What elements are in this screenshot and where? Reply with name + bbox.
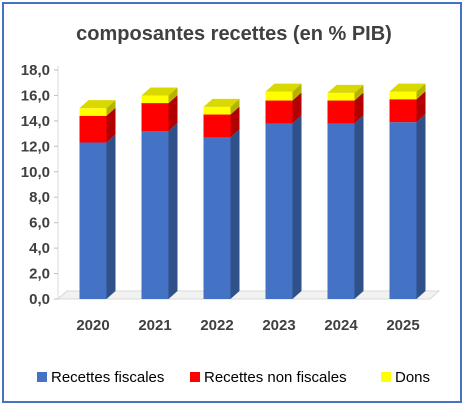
bar-2020-recettes-fiscales-side [106, 134, 116, 299]
bar-2020-dons [79, 108, 107, 116]
legend-item-recettes-non-fiscales: Recettes non fiscales [190, 369, 347, 386]
y-tick-label: 18,0 [21, 62, 50, 79]
bar-2023-dons-top [265, 83, 302, 92]
bar-2025-recettes-non-fiscales [389, 99, 417, 123]
bar-2024-recettes-fiscales-side [354, 115, 364, 299]
y-tick-label: 12,0 [21, 138, 50, 155]
bar-2022-dons [203, 106, 231, 115]
bar-2023-recettes-fiscales-side [292, 115, 302, 299]
legend-item-recettes-fiscales: Recettes fiscales [37, 369, 164, 386]
bar-2022-recettes-fiscales-side [230, 129, 240, 299]
x-tick-label-2024: 2024 [324, 317, 358, 334]
bar-stack-2022 [203, 98, 240, 299]
floor-edge [57, 290, 68, 300]
bar-stack-2020 [79, 100, 116, 299]
bar-2021-recettes-fiscales [141, 131, 169, 299]
bar-2023-recettes-non-fiscales [265, 100, 293, 124]
y-tick-label: 4,0 [29, 240, 50, 257]
bar-2021-dons [141, 95, 169, 104]
bar-2021-dons-top [141, 87, 178, 96]
chart-floor [56, 290, 441, 300]
bar-2021-recettes-non-fiscales [141, 103, 169, 132]
y-tick-label: 0,0 [29, 291, 50, 308]
bar-stack-2024 [327, 84, 364, 299]
legend: Recettes fiscales Recettes non fiscales Do… [37, 369, 430, 386]
x-tick-label-2020: 2020 [76, 317, 109, 334]
bar-stack-2025 [389, 83, 426, 300]
bar-2024-recettes-non-fiscales-side [354, 92, 364, 124]
bar-2020-dons-side [106, 100, 116, 116]
bar-2021-recettes-non-fiscales-side [168, 95, 178, 132]
legend-label: Recettes fiscales [51, 369, 164, 386]
x-tick-label-2023: 2023 [262, 317, 295, 334]
bar-2020-recettes-non-fiscales [79, 115, 107, 143]
bar-2023-dons [265, 91, 293, 101]
legend-swatch [37, 372, 47, 382]
bar-2020-recettes-non-fiscales-side [106, 107, 116, 143]
y-tick-label: 2,0 [29, 266, 50, 283]
bar-stack-2021 [141, 87, 178, 299]
bar-2020-recettes-fiscales [79, 142, 107, 299]
bar-2024-dons-side [354, 84, 364, 101]
bar-2025-recettes-fiscales [389, 122, 417, 300]
bar-2022-dons-side [230, 98, 240, 115]
bar-2022-recettes-non-fiscales-side [230, 106, 240, 138]
bar-2023-recettes-non-fiscales-side [292, 92, 302, 124]
bar-2025-recettes-non-fiscales-side [416, 91, 426, 123]
bar-2025-dons [389, 91, 417, 100]
bar-2024-recettes-non-fiscales [327, 100, 355, 124]
bar-2025-recettes-fiscales-side [416, 114, 426, 300]
y-axis-ticks: 0,0 2,0 4,0 6,0 8,0 10,0 12,0 14,0 16,0 18,0 [21, 62, 58, 308]
bar-2022-recettes-fiscales [203, 137, 231, 299]
y-tick-label: 6,0 [29, 215, 50, 232]
bar-stack-2023 [265, 83, 302, 299]
x-tick-label-2021: 2021 [138, 317, 171, 334]
bar-2023-recettes-fiscales [265, 123, 293, 299]
legend-item-dons: Dons [381, 369, 430, 386]
legend-label: Recettes non fiscales [204, 369, 347, 386]
legend-swatch [190, 372, 200, 382]
bar-2021-dons-side [168, 87, 178, 104]
y-tick-label: 10,0 [21, 164, 50, 181]
x-tick-label-2025: 2025 [386, 317, 419, 334]
bar-2024-dons [327, 92, 355, 101]
bar-2024-recettes-fiscales [327, 123, 355, 299]
bar-2022-recettes-non-fiscales [203, 114, 231, 138]
y-tick-label: 8,0 [29, 189, 50, 206]
legend-swatch [381, 372, 391, 382]
bar-2023-dons-side [292, 83, 302, 101]
bar-stacks [79, 83, 426, 300]
legend-label: Dons [395, 369, 430, 386]
bar-2024-dons-top [327, 84, 364, 93]
bar-2025-dons-side [416, 83, 426, 100]
y-tick-label: 14,0 [21, 113, 50, 130]
bar-2020-dons-top [79, 100, 116, 109]
bar-2022-dons-top [203, 98, 240, 107]
bar-2021-recettes-fiscales-side [168, 123, 178, 299]
chart-title: composantes recettes (en % PIB) [76, 23, 392, 45]
bar-2025-dons-top [389, 83, 426, 92]
x-tick-label-2022: 2022 [200, 317, 233, 334]
y-tick-label: 16,0 [21, 87, 50, 104]
x-axis-labels: 2020 2021 2022 2023 2024 2025 [76, 317, 419, 334]
